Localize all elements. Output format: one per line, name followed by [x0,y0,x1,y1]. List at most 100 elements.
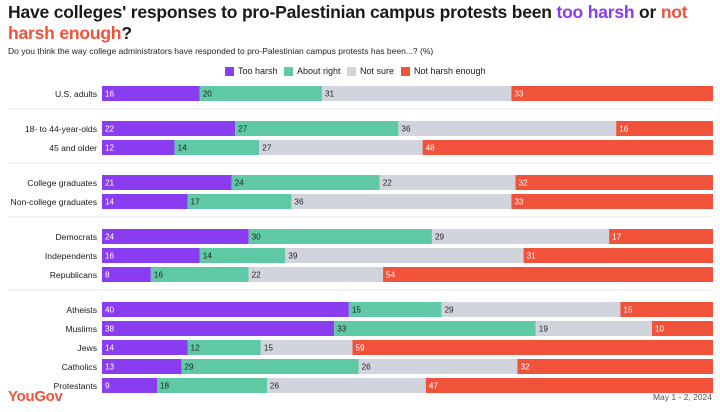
bar-segment-too-harsh [102,194,188,209]
row-label: Atheists [66,305,97,315]
legend-swatch [225,66,234,76]
bar-segment-about-right [174,140,260,155]
legend-swatch [347,66,356,76]
bar-segment-about-right [187,340,261,355]
data-label: 54 [386,271,396,280]
data-label: 31 [325,90,335,99]
bar-segment-not-sure [379,175,516,190]
bar-segment-not-sure [441,302,621,317]
bar-segment-not-harsh-enough [517,359,713,374]
bar-segment-not-sure [535,321,652,336]
title-highlight-too-harsh: too harsh [556,2,635,22]
bar-segment-not-harsh-enough [511,86,713,101]
data-label: 18 [160,382,170,391]
bar-segment-not-harsh-enough [422,140,713,155]
data-label: 17 [612,233,622,242]
bar-segment-about-right [156,378,267,393]
legend-label: Not sure [360,66,395,76]
legend-label: Too harsh [238,66,278,76]
row-label: Independents [45,251,97,261]
data-label: 32 [519,179,529,188]
data-label: 9 [105,382,110,391]
bar-segment-about-right [199,248,286,263]
bar-segment-not-harsh-enough [383,267,713,282]
data-label: 15 [623,306,633,315]
bar-segment-too-harsh [102,302,349,317]
data-label: 15 [352,306,362,315]
data-label: 32 [520,363,530,372]
legend-item-not-sure: Not sure [347,65,394,77]
data-label: 8 [105,271,110,280]
data-label: 16 [154,271,164,280]
legend-swatch [284,66,293,76]
bar-segment-about-right [231,175,380,190]
bar-segment-too-harsh [102,248,200,263]
bar-segment-not-sure [398,121,617,136]
bar-segment-about-right [334,321,536,336]
data-label: 36 [294,198,304,207]
bar-segment-not-harsh-enough [651,321,713,336]
data-label: 26 [270,382,280,391]
bar-segment-about-right [348,302,442,317]
title-text: Have colleges' responses to pro-Palestin… [8,2,557,22]
data-label: 21 [105,179,115,188]
chart-title: Have colleges' responses to pro-Palestin… [8,2,714,44]
bar-segment-not-sure [259,140,423,155]
bar-segment-too-harsh [102,378,157,393]
bar-segment-not-harsh-enough [609,229,713,244]
bar-segment-too-harsh [102,86,200,101]
data-label: 24 [235,179,245,188]
legend-item-too-harsh: Too harsh [225,65,278,77]
row-label: U.S. adults [55,89,97,99]
data-label: 36 [401,125,411,134]
data-label: 22 [252,271,262,280]
legend-swatch [401,66,410,76]
data-label: 40 [105,306,115,315]
data-label: 19 [539,325,549,334]
bar-segment-about-right [248,229,432,244]
bar-segment-not-sure [266,378,426,393]
bar-segment-about-right [199,86,322,101]
bar-segment-too-harsh [102,229,249,244]
data-label: 16 [619,125,629,134]
bar-segment-not-sure [431,229,610,244]
data-label: 26 [362,363,372,372]
data-label: 27 [262,144,272,153]
legend-item-about-right: About right [284,65,341,77]
bar-segment-not-harsh-enough [515,175,713,190]
bar-segment-not-harsh-enough [620,302,713,317]
data-label: 22 [383,179,393,188]
data-label: 12 [191,344,201,353]
legend: Too harsh About right Not sure Not harsh en… [0,65,720,79]
bar-segment-not-harsh-enough [616,121,713,136]
bar-segment-about-right [181,359,359,374]
data-label: 14 [178,144,188,153]
title-highlight-not-harsh-enough: not harsh enough [8,2,688,43]
data-label: 16 [105,90,115,99]
data-label: 33 [514,90,524,99]
data-label: 39 [288,252,298,261]
bar-segment-too-harsh [102,359,182,374]
bar-segment-not-harsh-enough [523,248,713,263]
row-label: 45 and older [49,143,97,153]
bar-segment-too-harsh [102,121,236,136]
title-text-or: or [634,2,661,22]
bar-segment-too-harsh [102,140,175,155]
chart-subtitle: Do you think the way college administrat… [8,46,434,56]
bar-segment-about-right [235,121,399,136]
data-label: 59 [356,344,366,353]
data-label: 13 [105,363,115,372]
data-label: 33 [337,325,347,334]
row-label: Jews [77,343,97,353]
row-label: Muslims [65,324,97,334]
data-label: 20 [203,90,213,99]
row-label: 18- to 44-year-olds [25,124,97,134]
data-label: 33 [514,198,524,207]
bar-segment-not-sure [358,359,518,374]
data-label: 17 [191,198,201,207]
yougov-logo: YouGov [8,388,63,405]
bar-segment-not-harsh-enough [511,194,713,209]
bar-segment-too-harsh [102,267,151,282]
data-label: 47 [429,382,439,391]
